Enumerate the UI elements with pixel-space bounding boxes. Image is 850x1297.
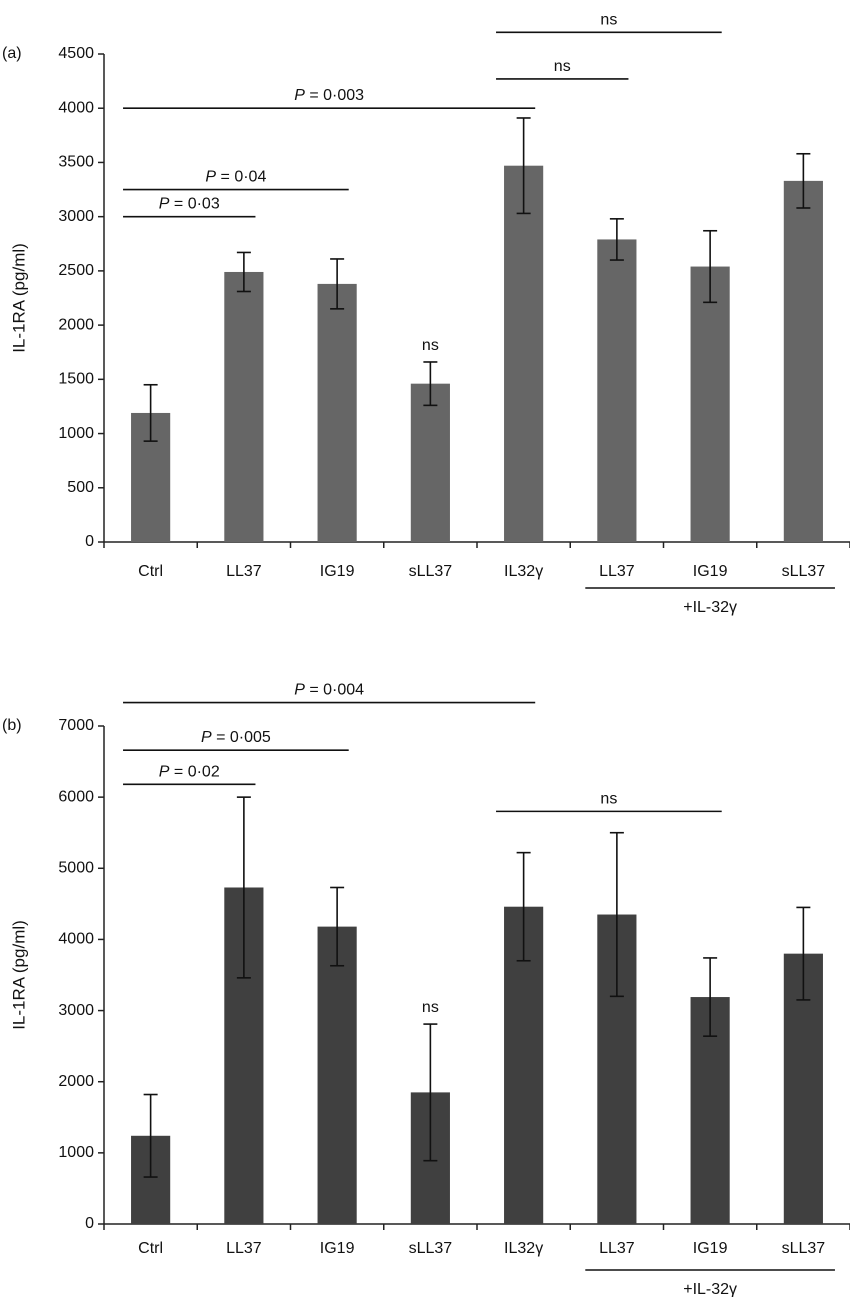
significance-label: P = 0·04 — [205, 169, 266, 186]
p-symbol: P — [159, 196, 170, 213]
y-tick-label: 5000 — [58, 860, 94, 877]
category-label: LL37 — [599, 1240, 635, 1257]
y-tick-label: 4000 — [58, 99, 94, 116]
y-tick-label: 1000 — [58, 425, 94, 442]
bar-annotation: ns — [422, 337, 439, 354]
y-tick-label: 3500 — [58, 154, 94, 171]
y-tick-label: 500 — [67, 479, 94, 496]
significance-label: ns — [600, 11, 617, 28]
p-value: = 0·003 — [305, 87, 364, 104]
y-axis-title: IL-1RA (pg/ml) — [9, 243, 28, 353]
category-label: sLL37 — [782, 563, 826, 580]
category-label: LL37 — [226, 1240, 262, 1257]
p-value: = 0·04 — [216, 169, 266, 186]
panel-label: (a) — [2, 45, 22, 62]
category-label: IG19 — [320, 563, 355, 580]
p-value: = 0·02 — [169, 763, 219, 780]
p-symbol: P — [159, 763, 170, 780]
p-value: ns — [600, 790, 617, 807]
y-tick-label: 3000 — [58, 208, 94, 225]
category-label: IG19 — [693, 1240, 728, 1257]
bar — [317, 926, 357, 1224]
group-label: +IL-32γ — [683, 1281, 737, 1297]
p-value: = 0·004 — [305, 682, 364, 699]
p-symbol: P — [205, 169, 216, 186]
p-symbol: P — [201, 729, 212, 746]
bar — [597, 239, 637, 542]
group-label: +IL-32γ — [683, 599, 737, 616]
p-value: ns — [600, 11, 617, 28]
y-tick-label: 3000 — [58, 1002, 94, 1019]
significance-label: P = 0·005 — [201, 729, 271, 746]
p-value: ns — [554, 58, 571, 75]
bar — [410, 383, 450, 542]
y-tick-label: 1500 — [58, 371, 94, 388]
panel-a-chart: (a) IL-1RA (pg/ml) 0 500 1000 1500 2000 2500 300… — [2, 11, 850, 616]
y-tick-label: 2000 — [58, 316, 94, 333]
category-label: sLL37 — [409, 1240, 453, 1257]
y-tick-label: 2000 — [58, 1073, 94, 1090]
category-label: IG19 — [693, 563, 728, 580]
y-tick-label: 0 — [85, 533, 94, 550]
category-label: IL32γ — [504, 563, 543, 580]
panel-label: (b) — [2, 717, 22, 734]
bar — [690, 266, 730, 542]
p-symbol: P — [294, 87, 305, 104]
y-axis-title: IL-1RA (pg/ml) — [9, 920, 28, 1030]
y-tick-label: 1000 — [58, 1144, 94, 1161]
category-label: sLL37 — [409, 563, 453, 580]
bar — [317, 283, 357, 542]
significance-label: ns — [600, 790, 617, 807]
y-tick-label: 0 — [85, 1215, 94, 1232]
category-label: LL37 — [226, 563, 262, 580]
y-tick-label: 4500 — [58, 45, 94, 62]
bar — [224, 271, 264, 542]
p-value: = 0·005 — [212, 729, 271, 746]
significance-label: ns — [554, 58, 571, 75]
category-label: Ctrl — [138, 563, 163, 580]
bar — [783, 180, 823, 542]
significance-label: P = 0·02 — [159, 763, 220, 780]
category-label: IG19 — [320, 1240, 355, 1257]
bar-annotation: ns — [422, 999, 439, 1016]
category-label: IL32γ — [504, 1240, 543, 1257]
y-tick-label: 2500 — [58, 262, 94, 279]
y-tick-label: 4000 — [58, 931, 94, 948]
significance-label: P = 0·003 — [294, 87, 364, 104]
y-tick-label: 6000 — [58, 788, 94, 805]
category-label: LL37 — [599, 563, 635, 580]
significance-label: P = 0·03 — [159, 196, 220, 213]
panel-b-chart: (b) IL-1RA (pg/ml) 0 1000 2000 3000 4000 5000 60… — [2, 682, 850, 1297]
p-symbol: P — [294, 682, 305, 699]
significance-label: P = 0·004 — [294, 682, 364, 699]
bar — [504, 165, 544, 542]
category-label: Ctrl — [138, 1240, 163, 1257]
y-tick-label: 7000 — [58, 717, 94, 734]
p-value: = 0·03 — [169, 196, 219, 213]
category-label: sLL37 — [782, 1240, 826, 1257]
